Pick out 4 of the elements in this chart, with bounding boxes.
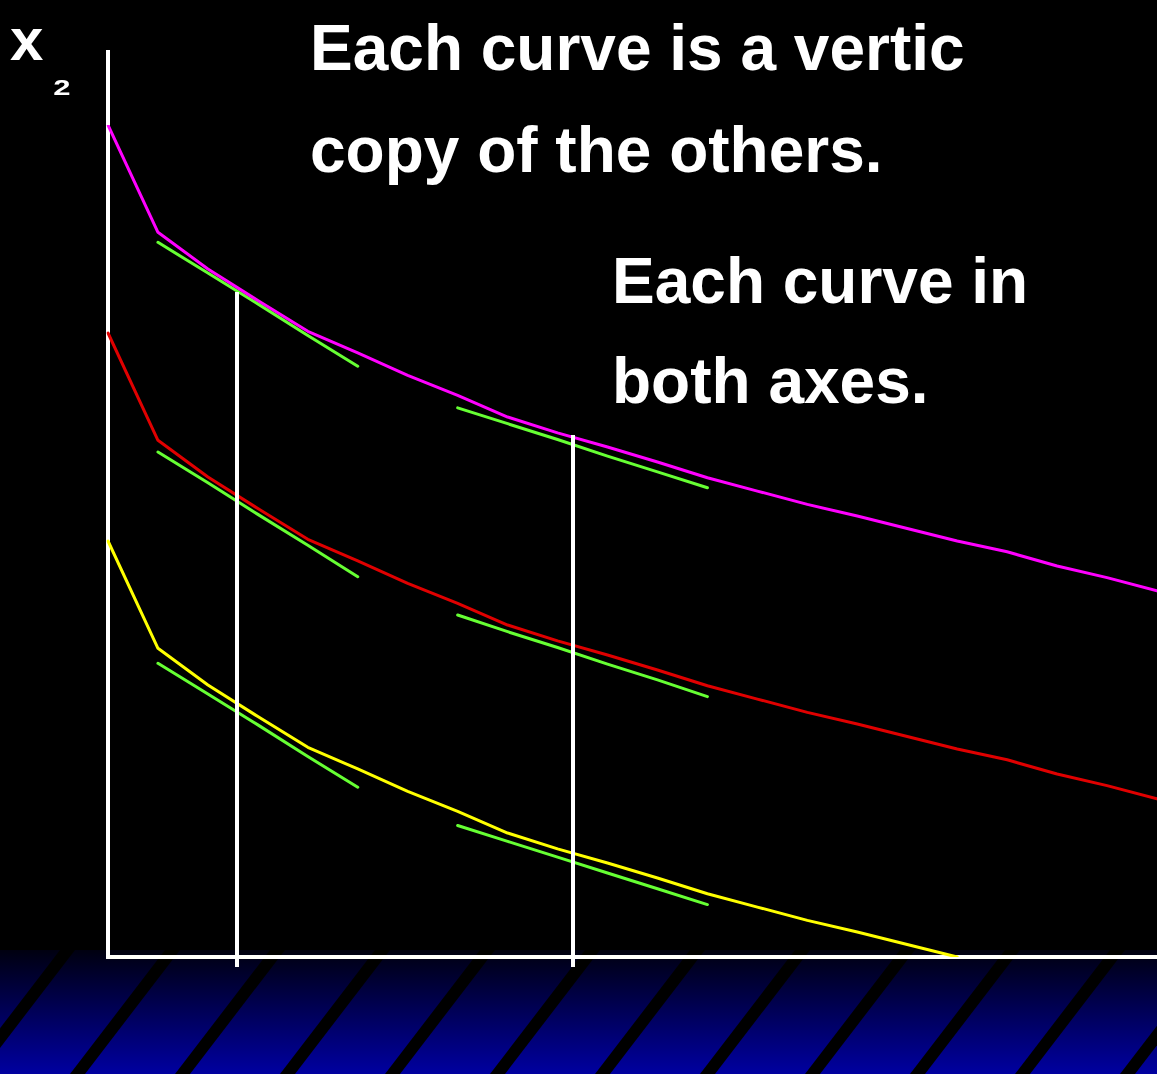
text: Each curve is a vertic	[310, 12, 965, 84]
annotation: both axes.	[612, 345, 929, 417]
annotation: copy of the others.	[310, 114, 883, 186]
annotation: Each curve in	[612, 245, 1029, 317]
